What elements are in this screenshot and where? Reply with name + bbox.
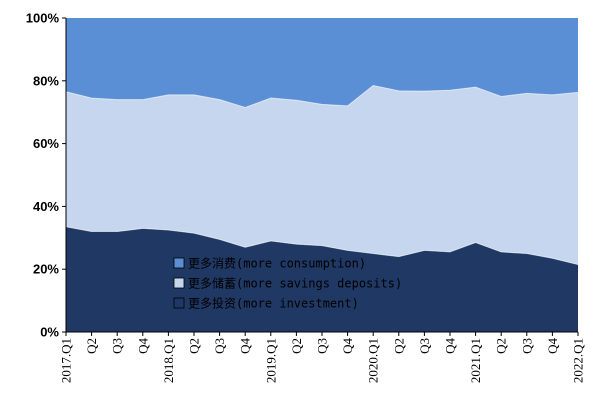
x-tick-label: Q2 <box>187 338 202 354</box>
y-tick-label: 0% <box>40 325 59 340</box>
x-tick-label: 2018.Q1 <box>161 338 176 383</box>
x-tick-label: Q3 <box>212 338 227 354</box>
y-tick-labels: 0% 20% 40% 60% 80% 100% <box>26 11 60 340</box>
x-tick-label: 2017.Q1 <box>59 338 74 383</box>
axes <box>62 17 579 336</box>
x-tick-label: Q3 <box>417 338 432 354</box>
legend-swatch-2 <box>173 257 185 269</box>
x-tick-label: 2021.Q1 <box>468 338 483 383</box>
x-tick-label: Q3 <box>315 338 330 354</box>
area-series-2 <box>66 18 578 108</box>
legend: 更多消费(more consumption) 更多储蓄(more savings … <box>173 257 402 311</box>
legend-label-0: 更多投资(more investment) <box>188 296 359 311</box>
x-tick-label: Q3 <box>110 338 125 354</box>
x-tick-label: Q2 <box>494 338 509 354</box>
x-tick-labels: 2017.Q1 Q2 Q3 Q4 2018.Q1 Q2 Q3 Q4 2019.Q1 Q2 Q3 Q4 2… <box>59 338 586 384</box>
y-tick-label: 100% <box>26 11 60 26</box>
y-tick-label: 80% <box>33 73 59 88</box>
legend-label-1: 更多储蓄(more savings deposits) <box>188 276 402 291</box>
x-tick-label: Q4 <box>135 338 150 354</box>
x-tick-label: Q4 <box>340 338 355 354</box>
x-tick-label: 2019.Q1 <box>263 338 278 383</box>
series-boundary-line-1 <box>65 84 579 109</box>
y-tick-label: 20% <box>33 262 59 277</box>
x-tick-label: Q4 <box>545 338 560 354</box>
x-tick-label: Q4 <box>238 338 253 354</box>
x-tick-label: Q3 <box>519 338 534 354</box>
x-tick-label: 2020.Q1 <box>366 338 381 383</box>
x-tick-label: Q2 <box>84 338 99 354</box>
y-tick-label: 60% <box>33 136 59 151</box>
legend-label-2: 更多消费(more consumption) <box>188 257 366 271</box>
legend-swatch-0 <box>173 297 185 309</box>
x-tick-label: Q2 <box>391 338 406 354</box>
series-boundary-line-0 <box>65 226 579 265</box>
x-tick-label: 2022.Q1 <box>571 338 586 383</box>
series-areas <box>65 18 579 332</box>
area-series-0 <box>66 226 578 332</box>
area-series-1 <box>66 85 578 265</box>
y-tick-label: 40% <box>33 199 59 214</box>
x-tick-label: Q4 <box>443 338 458 354</box>
x-tick-label: Q2 <box>289 338 304 354</box>
legend-swatch-1 <box>173 277 185 289</box>
